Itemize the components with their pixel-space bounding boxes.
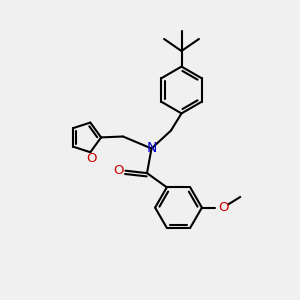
Text: O: O [87,152,97,165]
Text: O: O [218,201,229,214]
Text: O: O [113,164,124,177]
Text: N: N [147,141,157,155]
